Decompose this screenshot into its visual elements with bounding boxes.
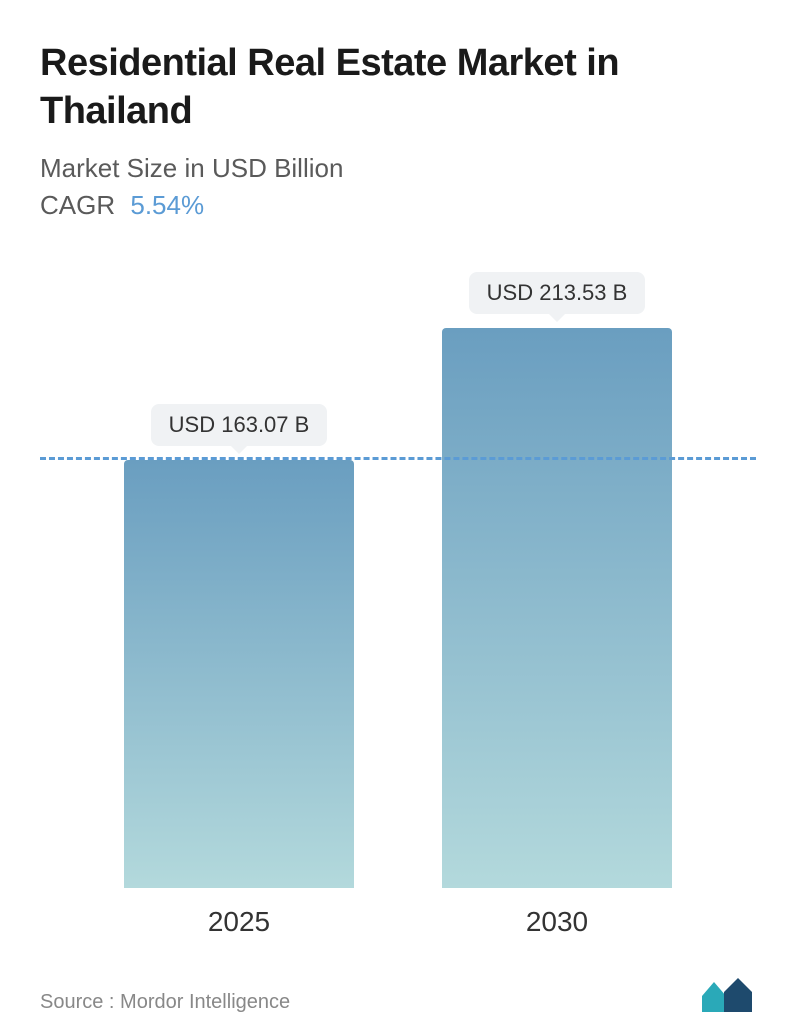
- source-text: Source : Mordor Intelligence: [40, 991, 290, 1014]
- chart-container: Residential Real Estate Market in Thaila…: [0, 0, 796, 1034]
- value-badge-1: USD 213.53 B: [469, 272, 646, 314]
- chart-plot-area: USD 163.07 B USD 213.53 B 2025 2030: [40, 281, 756, 948]
- cagr-value: 5.54%: [130, 190, 204, 220]
- reference-line: [40, 457, 756, 460]
- bar-0: [124, 460, 354, 888]
- cagr-line: CAGR 5.54%: [40, 190, 756, 221]
- bar-1: [442, 328, 672, 888]
- x-axis-labels: 2025 2030: [80, 906, 716, 938]
- chart-footer: Source : Mordor Intelligence: [40, 968, 756, 1014]
- bars-wrapper: USD 163.07 B USD 213.53 B: [80, 281, 716, 888]
- bar-group-0: USD 163.07 B: [109, 404, 369, 888]
- x-label-1: 2030: [427, 906, 687, 938]
- chart-title: Residential Real Estate Market in Thaila…: [40, 40, 756, 135]
- chart-subtitle: Market Size in USD Billion: [40, 153, 756, 184]
- value-badge-0: USD 163.07 B: [151, 404, 328, 446]
- x-label-0: 2025: [109, 906, 369, 938]
- cagr-label: CAGR: [40, 190, 115, 220]
- bar-group-1: USD 213.53 B: [427, 272, 687, 888]
- brand-logo-icon: [700, 976, 756, 1014]
